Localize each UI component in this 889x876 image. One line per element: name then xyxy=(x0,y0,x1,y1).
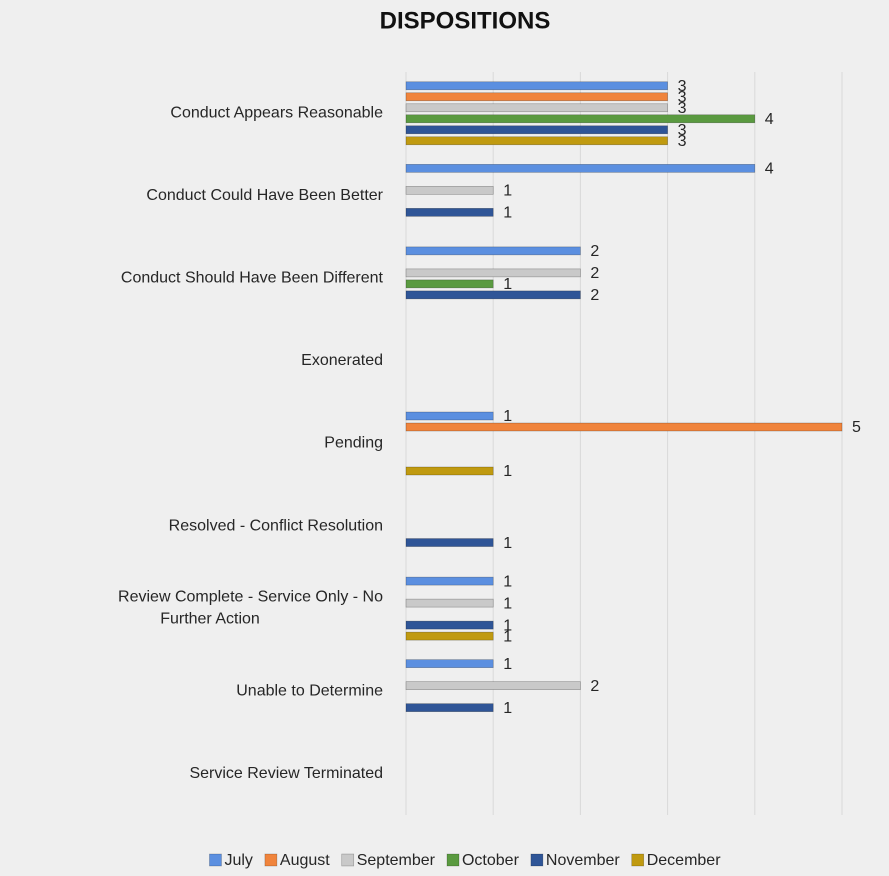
legend-swatch xyxy=(341,853,355,867)
data-label: 1 xyxy=(503,276,512,293)
data-label: 2 xyxy=(590,287,599,304)
data-label: 5 xyxy=(852,419,861,436)
bar xyxy=(405,538,494,547)
bar xyxy=(405,290,581,300)
bar xyxy=(405,279,494,289)
data-label: 1 xyxy=(503,628,512,645)
legend-label: December xyxy=(647,852,721,869)
data-label: 1 xyxy=(503,205,512,222)
data-label: 1 xyxy=(503,463,512,480)
bar xyxy=(405,125,668,135)
data-label: 1 xyxy=(503,700,512,717)
y-tick-label: Service Review Terminated xyxy=(189,765,383,782)
legend-swatch xyxy=(209,853,222,867)
bar xyxy=(405,114,756,124)
y-tick-label: Resolved - Conflict Resolution xyxy=(169,517,383,534)
legend-label: October xyxy=(462,852,520,869)
data-label: 2 xyxy=(590,243,599,260)
legend-label: September xyxy=(357,852,436,869)
y-tick-label: Exonerated xyxy=(301,352,383,369)
bar xyxy=(405,136,668,146)
bar xyxy=(405,92,668,102)
legend-label: November xyxy=(546,852,620,869)
legend-swatch xyxy=(530,853,544,867)
data-label: 1 xyxy=(503,535,512,552)
data-label: 3 xyxy=(678,133,687,150)
data-label: 1 xyxy=(503,617,512,634)
data-label: 4 xyxy=(765,111,774,128)
bar xyxy=(405,164,756,173)
bar xyxy=(405,422,843,432)
bar xyxy=(405,466,494,476)
data-label: 3 xyxy=(678,89,687,106)
bar xyxy=(405,246,581,256)
data-label: 1 xyxy=(503,183,512,200)
bar xyxy=(405,81,668,91)
data-label: 3 xyxy=(678,122,687,139)
data-label: 3 xyxy=(678,100,687,117)
bar xyxy=(405,659,494,668)
bar xyxy=(405,268,581,278)
y-tick-label: Conduct Should Have Been Different xyxy=(121,270,384,287)
bar xyxy=(405,598,494,608)
bar xyxy=(405,681,581,690)
bar xyxy=(405,186,494,195)
y-tick-label: Pending xyxy=(324,435,383,452)
chart-title: DISPOSITIONS xyxy=(380,7,551,34)
bar xyxy=(405,103,668,113)
bar xyxy=(405,703,494,712)
bar xyxy=(405,411,494,421)
data-label: 1 xyxy=(503,595,512,612)
y-tick-label: Conduct Appears Reasonable xyxy=(170,104,383,121)
bar xyxy=(405,208,494,217)
data-label: 2 xyxy=(590,265,599,282)
legend-swatch xyxy=(631,853,645,867)
data-label: 3 xyxy=(678,78,687,95)
legend-label: July xyxy=(224,852,252,869)
y-tick-label: Conduct Could Have Been Better xyxy=(146,187,383,204)
data-label: 4 xyxy=(765,161,774,178)
data-label: 2 xyxy=(590,678,599,695)
data-label: 1 xyxy=(503,573,512,590)
data-label: 1 xyxy=(503,408,512,425)
legend-swatch xyxy=(446,853,460,867)
data-label: 1 xyxy=(503,656,512,673)
bar xyxy=(405,576,494,586)
legend-swatch xyxy=(264,853,278,867)
y-tick-label: Unable to Determine xyxy=(236,682,383,699)
bar xyxy=(405,620,494,630)
y-tick-label: Review Complete - Service Only - No Furth… xyxy=(118,589,383,628)
legend-label: August xyxy=(280,852,330,869)
bar xyxy=(405,631,494,641)
